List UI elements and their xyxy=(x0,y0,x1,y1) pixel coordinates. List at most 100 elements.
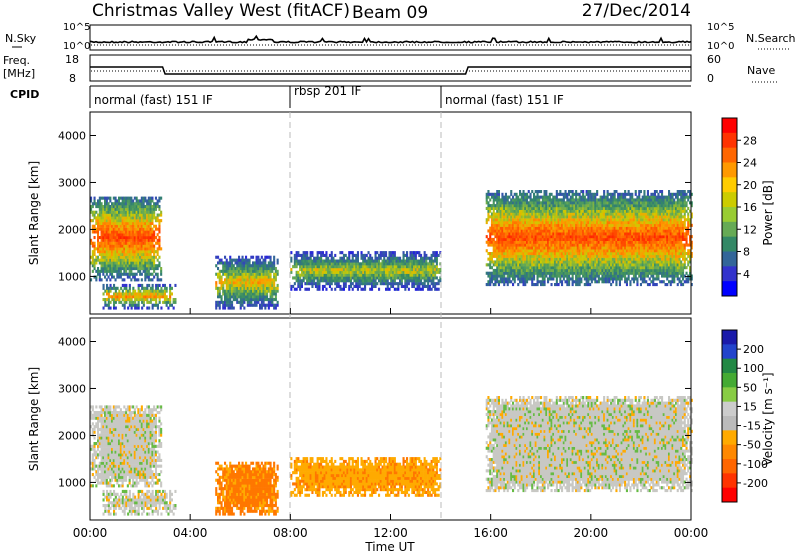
power-cell xyxy=(436,268,438,271)
power-cell xyxy=(565,238,567,241)
power-cell xyxy=(101,236,103,239)
power-cell xyxy=(94,264,96,267)
power-cell xyxy=(565,275,567,278)
power-cell xyxy=(600,246,602,249)
power-cell xyxy=(491,207,493,210)
power-cell xyxy=(310,274,312,277)
power-cell xyxy=(508,218,510,221)
power-cell xyxy=(531,269,533,272)
power-cell xyxy=(130,267,132,270)
power-cell xyxy=(222,287,224,290)
power-cell xyxy=(137,219,139,222)
power-cell xyxy=(153,270,155,273)
power-cell xyxy=(137,202,139,205)
power-cell xyxy=(125,290,127,293)
power-cell xyxy=(385,251,387,254)
power-cell xyxy=(118,242,120,245)
power-cell xyxy=(603,218,605,221)
power-cell xyxy=(169,301,171,304)
power-cell xyxy=(521,221,523,224)
power-cell xyxy=(431,257,433,260)
power-cell xyxy=(270,292,272,295)
power-cell xyxy=(157,267,159,270)
power-cell xyxy=(587,249,589,252)
power-cell xyxy=(603,238,605,241)
power-cell xyxy=(561,283,563,286)
power-cell xyxy=(259,307,261,310)
power-cell xyxy=(252,292,254,295)
power-cell xyxy=(256,287,258,290)
power-cell xyxy=(410,276,412,279)
power-cell xyxy=(521,227,523,230)
power-cell xyxy=(259,298,261,301)
power-cell xyxy=(383,257,385,260)
power-cell xyxy=(517,238,519,241)
power-cell xyxy=(565,207,567,210)
power-cell xyxy=(158,225,160,228)
power-cell xyxy=(104,267,106,270)
power-cell xyxy=(383,260,385,263)
power-cell xyxy=(505,221,507,224)
power-cell xyxy=(108,236,110,239)
power-cell xyxy=(544,198,546,201)
power-cell xyxy=(364,257,366,260)
power-cell xyxy=(219,273,221,276)
power-cell xyxy=(252,264,254,267)
power-cell xyxy=(137,211,139,214)
power-cell xyxy=(514,232,516,235)
power-cell xyxy=(131,298,133,301)
power-cell xyxy=(587,227,589,230)
power-cell xyxy=(554,266,556,269)
power-cell xyxy=(249,290,251,293)
power-cell xyxy=(144,228,146,231)
power-cell xyxy=(122,284,124,287)
power-cell xyxy=(570,244,572,247)
power-cell xyxy=(123,214,125,217)
power-cell xyxy=(120,230,122,233)
power-cell xyxy=(568,229,570,232)
power-cell xyxy=(596,193,598,196)
power-cell xyxy=(122,304,124,307)
power-cell xyxy=(517,283,519,286)
power-cell xyxy=(568,266,570,269)
power-cell xyxy=(226,301,228,304)
power-cell xyxy=(558,252,560,255)
power-cell xyxy=(399,262,401,265)
power-cell xyxy=(256,270,258,273)
power-cell xyxy=(97,216,99,219)
power-cell xyxy=(125,295,127,298)
power-cell xyxy=(494,196,496,199)
power-cell xyxy=(501,263,503,266)
power-cell xyxy=(108,276,110,279)
power-cell xyxy=(603,224,605,227)
power-cell xyxy=(120,250,122,253)
power-cell xyxy=(540,252,542,255)
power-cell xyxy=(130,214,132,217)
power-cell xyxy=(551,221,553,224)
power-cell xyxy=(498,229,500,232)
power-cell xyxy=(104,216,106,219)
power-cell xyxy=(587,204,589,207)
power-cell xyxy=(535,198,537,201)
power-cell xyxy=(432,268,434,271)
power-cell xyxy=(573,272,575,275)
power-cell xyxy=(148,208,150,211)
power-cell xyxy=(577,283,579,286)
power-cell xyxy=(331,288,333,291)
power-cell xyxy=(413,276,415,279)
power-cell xyxy=(118,247,120,250)
power-cell xyxy=(565,210,567,213)
power-cell xyxy=(429,285,431,288)
power-cell xyxy=(123,250,125,253)
power-cell xyxy=(92,219,94,222)
power-cell xyxy=(505,201,507,204)
power-cell xyxy=(271,267,273,270)
power-cell xyxy=(341,251,343,254)
power-cell xyxy=(505,215,507,218)
power-cell xyxy=(521,272,523,275)
power-cell xyxy=(600,249,602,252)
power-cell xyxy=(134,211,136,214)
power-cell xyxy=(573,193,575,196)
power-cell xyxy=(120,197,122,200)
power-cell xyxy=(317,257,319,260)
